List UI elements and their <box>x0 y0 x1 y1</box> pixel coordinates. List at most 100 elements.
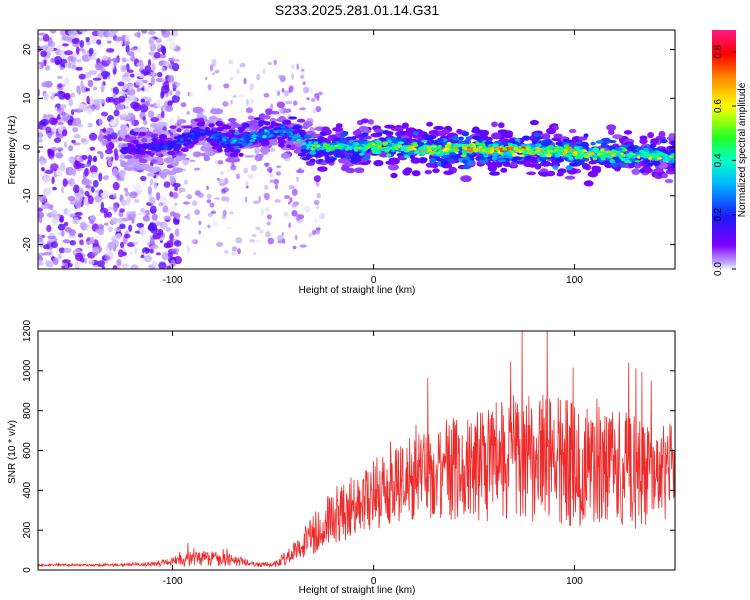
spectrogram-noise-blob <box>61 43 69 47</box>
spectrogram-noise-blob <box>108 159 112 167</box>
spectrogram-signal-blob <box>431 150 436 153</box>
spectrogram-noise-blob <box>73 184 80 194</box>
spectrogram-signal-blob <box>177 119 187 124</box>
spectrogram-noise-blob <box>259 230 264 234</box>
spectrogram-signal-blob <box>373 128 384 133</box>
spectrogram-noise-blob <box>263 92 270 98</box>
spectrogram-noise-blob <box>169 233 174 242</box>
spectrogram-signal-blob <box>491 132 502 140</box>
snr-ytick-label: 1000 <box>22 359 33 382</box>
spectrogram-noise-blob <box>187 247 191 254</box>
spectrogram-noise-blob <box>171 248 179 252</box>
spectrogram-noise-blob <box>115 233 122 240</box>
spectrogram-noise-blob <box>107 241 116 250</box>
spectrogram-signal-blob <box>216 144 223 149</box>
spectrogram-noise-blob <box>68 229 76 236</box>
spectrogram-signal-blob <box>257 120 266 125</box>
spectrogram-signal-blob <box>633 154 638 158</box>
spectrogram-noise-blob <box>43 59 47 66</box>
spectrogram-signal-blob <box>139 158 148 164</box>
spectrogram-noise-blob <box>173 59 181 62</box>
spectrogram-noise-blob <box>274 199 281 203</box>
spectrogram-signal-blob <box>648 148 654 153</box>
spectrogram-noise-blob <box>289 197 293 203</box>
spectrogram-noise-blob <box>285 100 293 105</box>
spectrogram-noise-blob <box>67 61 71 69</box>
spectrogram-noise-blob <box>245 185 249 189</box>
spectrogram-noise-blob <box>52 186 57 191</box>
spectrogram-noise-blob <box>135 79 144 86</box>
spectrogram-signal-blob <box>278 143 285 148</box>
spectrogram-signal-blob <box>479 147 484 150</box>
spectrogram-signal-blob <box>565 139 575 143</box>
spectrogram-noise-blob <box>99 152 104 160</box>
spectrogram-signal-blob <box>612 152 617 155</box>
spectrogram-noise-blob <box>170 57 175 63</box>
spectrogram-signal-blob <box>426 121 434 127</box>
spectrogram-noise-blob <box>247 234 253 238</box>
spectrogram-signal-blob <box>230 152 238 158</box>
spectrogram-noise-blob <box>306 97 310 101</box>
colorbar-label: Normalized spectral amplitude <box>737 82 748 217</box>
spectrogram-noise-blob <box>50 241 59 249</box>
spectrogram-noise-blob <box>149 178 154 187</box>
spectrogram-noise-blob <box>291 72 294 80</box>
spectrogram-noise-blob <box>57 84 63 88</box>
spectrogram-signal-blob <box>513 146 519 151</box>
spectrogram-noise-blob <box>225 196 230 203</box>
spectrogram-signal-blob <box>429 157 437 164</box>
spectrogram-signal-blob <box>627 145 637 151</box>
spectrogram-signal-blob <box>549 162 561 167</box>
spectrogram-signal-blob <box>215 127 224 132</box>
spectrogram-signal-blob <box>422 144 429 149</box>
spectrogram-noise-blob <box>47 149 55 156</box>
spectrogram-noise-blob <box>112 86 119 95</box>
spectrogram-noise-blob <box>89 214 96 221</box>
spectrogram-signal-blob <box>153 166 161 172</box>
spectrogram-signal-blob <box>565 165 573 171</box>
spectrogram-noise-blob <box>92 52 97 57</box>
spectrogram-noise-blob <box>282 238 286 244</box>
spectrogram-noise-blob <box>316 193 321 199</box>
spectrogram-noise-blob <box>174 186 179 192</box>
spectrogram-noise-blob <box>104 148 113 155</box>
spectrogram-noise-blob <box>88 47 94 55</box>
spectrogram-noise-blob <box>67 195 76 202</box>
spectrogram-signal-blob <box>340 132 348 137</box>
spectrogram-signal-blob <box>555 141 563 146</box>
spectrogram-signal-blob <box>345 148 349 151</box>
spectrogram-signal-blob <box>559 148 565 151</box>
spectrogram-signal-blob <box>255 153 264 158</box>
spectrogram-signal-blob <box>152 128 163 134</box>
spectrogram-signal-blob <box>143 145 149 149</box>
spectrogram-noise-blob <box>211 58 217 65</box>
spectrogram-signal-blob <box>639 168 646 174</box>
spectrogram-signal-blob <box>437 137 444 143</box>
spectrogram-signal-blob <box>159 145 164 148</box>
spectrogram-signal-blob <box>567 146 573 151</box>
spectrogram-noise-blob <box>96 39 102 45</box>
spectrogram-noise-blob <box>113 109 120 117</box>
spectrogram-signal-blob <box>290 138 296 141</box>
spectrogram-signal-blob <box>643 153 648 156</box>
spectrogram-signal-blob <box>138 131 146 137</box>
spectrogram-noise-blob <box>137 45 142 54</box>
spectrogram-noise-blob <box>124 190 129 197</box>
spectrogram-noise-blob <box>88 195 94 205</box>
spectrogram-signal-blob <box>313 141 319 145</box>
spectrogram-noise-blob <box>107 30 116 38</box>
spectrogram-noise-blob <box>63 247 72 254</box>
spectrogram-noise-blob <box>174 202 178 206</box>
spectrogram-noise-blob <box>212 219 219 227</box>
spectrogram-signal-blob <box>536 147 542 151</box>
spectrogram-signal-blob <box>379 137 386 142</box>
spectrogram-signal-blob <box>316 144 321 148</box>
spectrogram-noise-blob <box>97 30 106 38</box>
spectrogram-noise-blob <box>57 125 64 134</box>
spectrogram-noise-blob <box>40 204 49 210</box>
spectrogram-noise-blob <box>107 226 113 233</box>
spectrogram-noise-blob <box>101 55 109 61</box>
spectrogram-signal-blob <box>606 153 611 156</box>
spectrogram-noise-blob <box>106 36 111 41</box>
